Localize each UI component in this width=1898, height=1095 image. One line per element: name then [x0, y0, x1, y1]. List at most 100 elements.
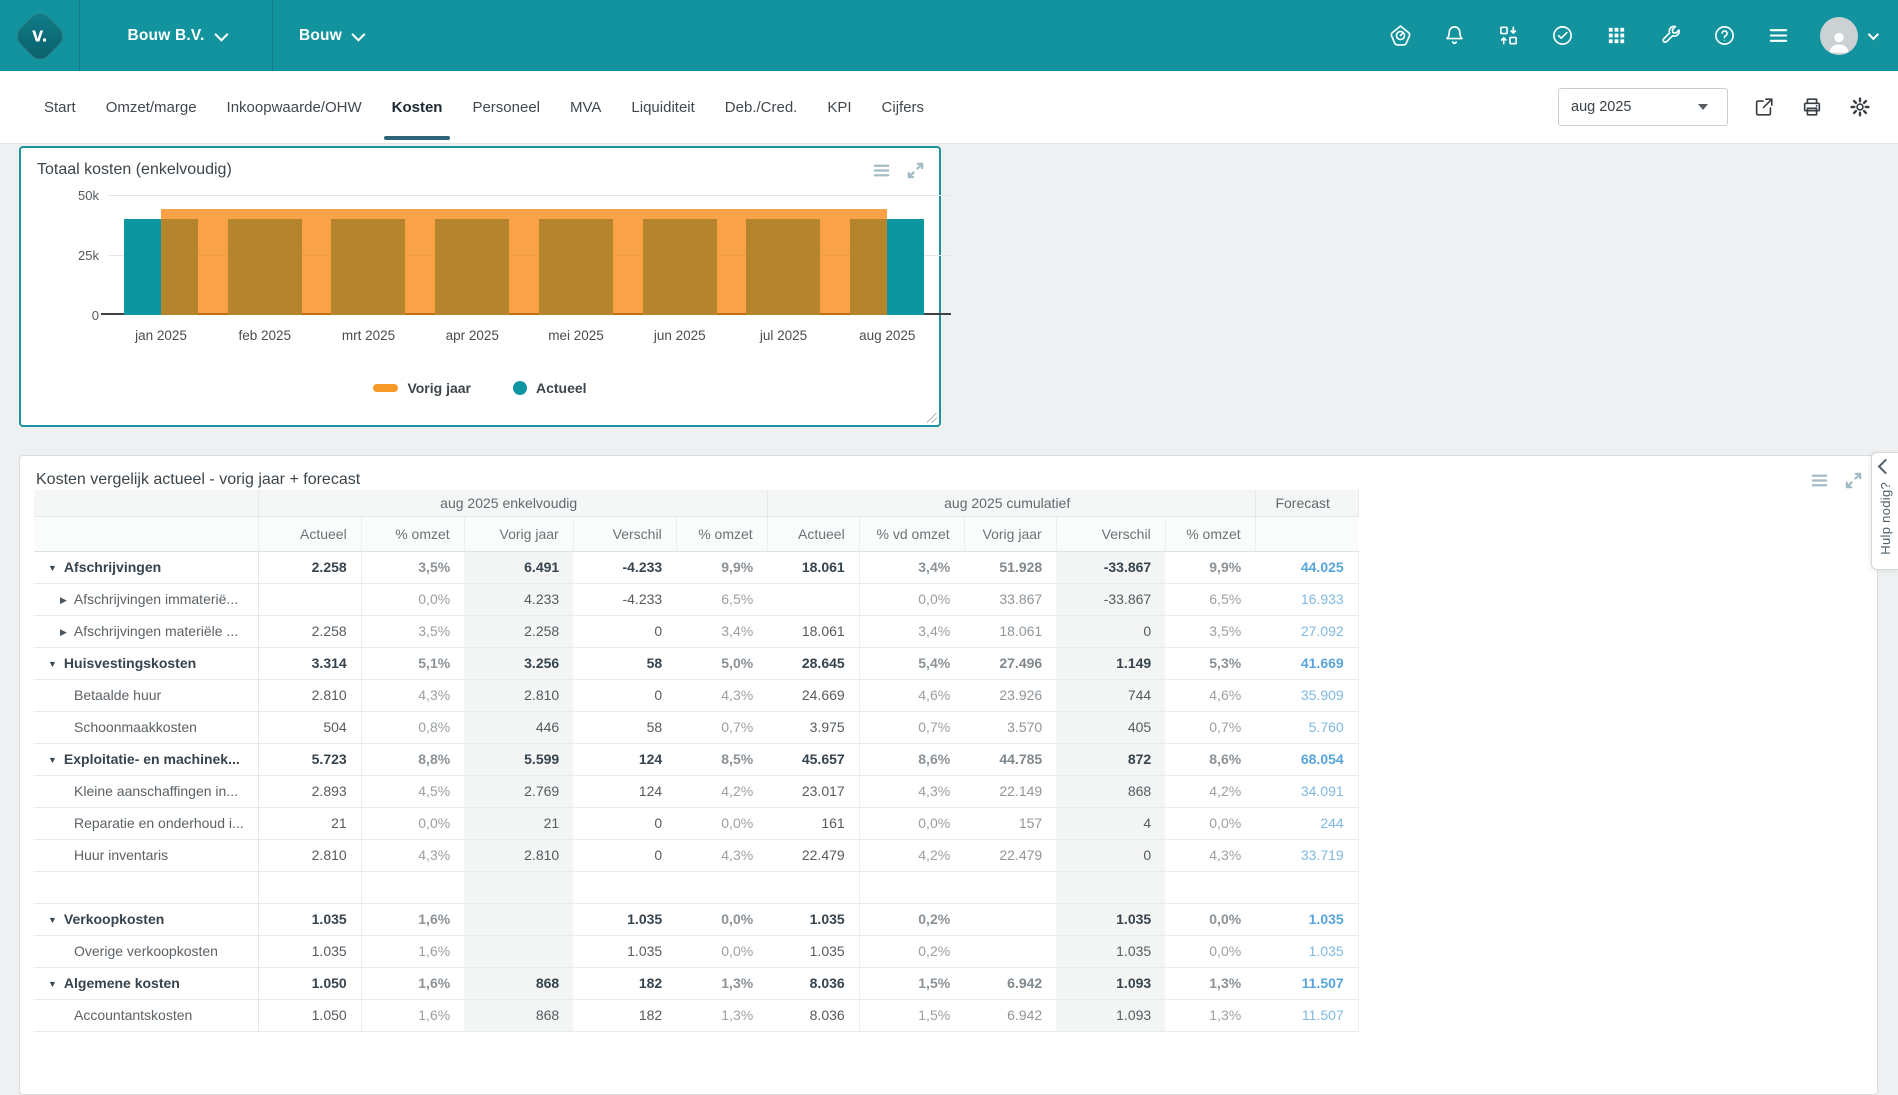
- dashboard-selector[interactable]: Bouw: [273, 0, 388, 71]
- table-cell: 68.054: [1255, 743, 1359, 776]
- collapse-triangle-icon[interactable]: ▼: [48, 915, 57, 925]
- tab-label: KPI: [827, 98, 852, 116]
- table-cell: [964, 871, 1057, 904]
- import-export-icon[interactable]: [1496, 24, 1520, 48]
- table-cell: 1.035: [573, 903, 677, 936]
- row-label-cell[interactable]: Accountantskosten: [34, 999, 259, 1032]
- period-select[interactable]: aug 2025: [1558, 88, 1728, 126]
- table-cell: 0,2%: [859, 935, 965, 968]
- app-logo[interactable]: v.: [0, 0, 80, 71]
- expand-triangle-icon[interactable]: ▶: [60, 595, 67, 605]
- print-icon[interactable]: [1800, 95, 1824, 119]
- tab-mva[interactable]: MVA: [568, 71, 603, 143]
- tab-liquiditeit[interactable]: Liquiditeit: [629, 71, 696, 143]
- row-label-cell[interactable]: ▼ Huisvestingskosten: [34, 647, 259, 680]
- table-cell: 1.050: [258, 967, 362, 1000]
- tab-deb-cred-[interactable]: Deb./Cred.: [723, 71, 800, 143]
- help-side-tab[interactable]: Hulp nodig?: [1871, 452, 1898, 570]
- expand-triangle-icon[interactable]: ▶: [60, 627, 67, 637]
- row-label: Schoonmaakkosten: [74, 719, 197, 735]
- company-selector[interactable]: Bouw B.V.: [80, 0, 273, 71]
- row-label-cell[interactable]: ▼ Exploitatie- en machinek...: [34, 743, 259, 776]
- table-cell: [767, 871, 860, 904]
- panel-resize-handle[interactable]: [925, 411, 937, 423]
- row-label-cell[interactable]: ▼ Verkoopkosten: [34, 903, 259, 936]
- tab-kpi[interactable]: KPI: [825, 71, 853, 143]
- table-cell: [676, 871, 768, 904]
- row-label-cell[interactable]: ▼ Afschrijvingen: [34, 551, 259, 584]
- panel-expand-icon[interactable]: [905, 160, 925, 180]
- y-axis-tick-label: 50k: [78, 188, 99, 203]
- panel-expand-icon[interactable]: [1843, 470, 1863, 490]
- tab-start[interactable]: Start: [42, 71, 78, 143]
- row-label-cell[interactable]: Huur inventaris: [34, 839, 259, 872]
- tab-inkoopwaarde-ohw[interactable]: Inkoopwaarde/OHW: [225, 71, 364, 143]
- x-axis-label: jan 2025: [135, 328, 187, 343]
- table-cell: 44.785: [964, 743, 1057, 776]
- table-cell: 1.035: [767, 935, 860, 968]
- column-header--vd-omzet: % vd omzet: [859, 516, 965, 552]
- tab-kosten[interactable]: Kosten: [383, 71, 451, 143]
- collapse-triangle-icon[interactable]: ▼: [48, 563, 57, 573]
- row-label-cell[interactable]: Reparatie en onderhoud i...: [34, 807, 259, 840]
- help-question-icon[interactable]: [1712, 24, 1736, 48]
- table-cell: 3,4%: [859, 551, 965, 584]
- tools-wrench-icon[interactable]: [1658, 24, 1682, 48]
- collapse-triangle-icon[interactable]: ▼: [48, 979, 57, 989]
- tab-omzet-marge[interactable]: Omzet/marge: [104, 71, 199, 143]
- tab-cijfers[interactable]: Cijfers: [880, 71, 927, 143]
- panel-menu-icon[interactable]: [1809, 470, 1829, 490]
- table-cell: 18.061: [964, 615, 1057, 648]
- table-cell: 0,0%: [676, 935, 768, 968]
- dashboard-tab-bar: Start Omzet/marge Inkoopwaarde/OHW Kosten Pe…: [0, 71, 1898, 144]
- share-export-icon[interactable]: [1752, 95, 1776, 119]
- tab-label: Deb./Cred.: [724, 98, 798, 116]
- table-cell: 5.599: [464, 743, 574, 776]
- column-group-forecast: Forecast: [1255, 490, 1359, 517]
- column-header-empty: [1255, 516, 1359, 552]
- table-row-afschrijvingen: ▼ Afschrijvingen 2.258 3,5% 6.491 -4.233 9,9% 1…: [34, 551, 1359, 584]
- collapse-triangle-icon[interactable]: ▼: [48, 659, 57, 669]
- gridline: [109, 195, 951, 196]
- settings-gear-icon[interactable]: [1848, 95, 1872, 119]
- table-cell: 446: [464, 711, 574, 744]
- row-label-cell[interactable]: Overige verkoopkosten: [34, 935, 259, 968]
- table-row-afschrijvingen-immateri-: ▶ Afschrijvingen immaterië... 0,0% 4.233 -4.…: [34, 583, 1359, 616]
- visionplanner-gauge-icon[interactable]: [1388, 24, 1412, 48]
- table-cell: 4,3%: [676, 839, 768, 872]
- chevron-down-icon: [351, 27, 366, 42]
- table-cell: 0,0%: [1165, 903, 1256, 936]
- panel-menu-icon[interactable]: [871, 160, 891, 180]
- table-cell: 1.149: [1056, 647, 1166, 680]
- notifications-bell-icon[interactable]: [1442, 24, 1466, 48]
- row-label-cell[interactable]: Kleine aanschaffingen in...: [34, 775, 259, 808]
- row-label-cell[interactable]: ▶ Afschrijvingen materiële ...: [34, 615, 259, 648]
- table-cell: 1.035: [1255, 903, 1359, 936]
- row-label-cell[interactable]: Betaalde huur: [34, 679, 259, 712]
- collapse-triangle-icon[interactable]: ▼: [48, 755, 57, 765]
- row-label-cell[interactable]: Schoonmaakkosten: [34, 711, 259, 744]
- table-cell: 0: [573, 615, 677, 648]
- table-cell: 1,5%: [859, 999, 965, 1032]
- row-label-cell[interactable]: ▶ Afschrijvingen immaterië...: [34, 583, 259, 616]
- row-label: Betaalde huur: [74, 687, 162, 703]
- legend-item-actueel[interactable]: Actueel: [512, 380, 587, 396]
- table-cell: [767, 583, 860, 616]
- legend-label: Actueel: [535, 380, 587, 396]
- legend-item-vorig-jaar[interactable]: Vorig jaar: [373, 380, 471, 396]
- user-avatar[interactable]: [1820, 16, 1880, 55]
- tasks-check-icon[interactable]: [1550, 24, 1574, 48]
- table-cell: [1255, 871, 1359, 904]
- table-cell: 2.893: [258, 775, 362, 808]
- table-cell: 3,5%: [1165, 615, 1256, 648]
- row-label-cell[interactable]: ▼ Algemene kosten: [34, 967, 259, 1000]
- table-cell: 58: [573, 711, 677, 744]
- table-cell: 405: [1056, 711, 1166, 744]
- table-cell: 4,3%: [1165, 839, 1256, 872]
- row-label: Exploitatie- en machinek...: [63, 751, 240, 767]
- tab-personeel[interactable]: Personeel: [470, 71, 542, 143]
- menu-hamburger-icon[interactable]: [1766, 24, 1790, 48]
- table-cell: 6.942: [964, 967, 1057, 1000]
- table-cell: 5,1%: [361, 647, 465, 680]
- apps-grid-icon[interactable]: [1604, 24, 1628, 48]
